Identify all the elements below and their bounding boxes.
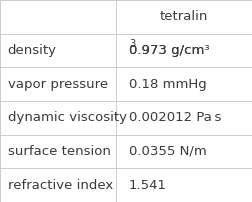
Text: density: density [8,44,56,57]
Text: 0.18 mmHg: 0.18 mmHg [129,78,206,91]
Text: 3: 3 [129,39,136,49]
Text: 0.002012 Pa s: 0.002012 Pa s [129,111,221,124]
Text: vapor pressure: vapor pressure [8,78,108,91]
Text: surface tension: surface tension [8,145,110,158]
Text: 0.973 g/cm³: 0.973 g/cm³ [129,44,209,57]
Text: 0.0355 N/m: 0.0355 N/m [129,145,206,158]
Text: refractive index: refractive index [8,179,113,192]
Text: 1.541: 1.541 [129,179,167,192]
Text: dynamic viscosity: dynamic viscosity [8,111,127,124]
Text: 0.973 g/cm: 0.973 g/cm [129,44,204,57]
Text: tetralin: tetralin [160,10,208,23]
